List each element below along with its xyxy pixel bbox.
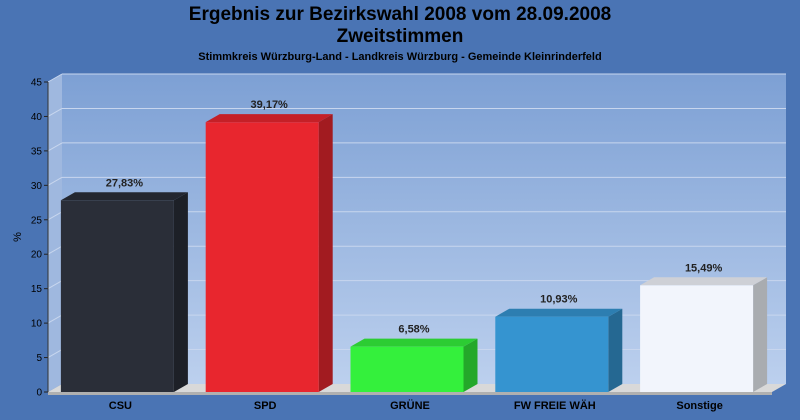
bar-gr-ne xyxy=(350,338,478,392)
y-tick-label: 30 xyxy=(31,181,43,192)
y-tick-label: 10 xyxy=(31,319,43,330)
x-tick-label: Sonstige xyxy=(676,400,722,412)
data-label: 39,17% xyxy=(251,99,289,111)
y-tick-label: 45 xyxy=(31,78,43,89)
y-tick-label: 0 xyxy=(36,388,42,399)
gridline-diagonal xyxy=(47,280,63,290)
bar-side xyxy=(753,277,768,392)
bar-front xyxy=(640,285,754,392)
bar-front xyxy=(205,122,319,392)
gridline-diagonal xyxy=(47,314,63,324)
bar-top xyxy=(205,114,333,123)
bar-front xyxy=(60,200,174,392)
bar-top xyxy=(60,192,188,201)
data-label: 6,58% xyxy=(398,324,429,336)
bar-top xyxy=(640,277,768,286)
plot-side-wall xyxy=(48,74,62,392)
y-tick-label: 5 xyxy=(36,353,42,364)
gridline-diagonal xyxy=(47,176,63,186)
bar-front xyxy=(495,316,609,392)
data-label: 15,49% xyxy=(685,262,723,274)
y-tick-label: 20 xyxy=(31,250,43,261)
bar-spd xyxy=(205,114,333,392)
bar-top xyxy=(495,308,623,317)
data-label: 10,93% xyxy=(540,294,578,306)
bar-side xyxy=(463,338,478,392)
chart-subtitle: Zweitstimmen xyxy=(336,26,464,47)
y-axis-label: % xyxy=(12,232,24,242)
x-tick-label: CSU xyxy=(109,400,132,412)
bar-side xyxy=(173,192,188,392)
y-tick-label: 40 xyxy=(31,112,43,123)
gridline-diagonal xyxy=(47,73,63,83)
bar-side xyxy=(608,308,623,392)
gridline-diagonal xyxy=(47,142,63,152)
bar-fw-freie-w-h xyxy=(495,308,623,392)
chart-title: Ergebnis zur Bezirkswahl 2008 vom 28.09.… xyxy=(188,4,612,25)
chart-titles: Ergebnis zur Bezirkswahl 2008 vom 28.09.… xyxy=(0,0,800,64)
x-tick-label: SPD xyxy=(254,400,277,412)
bar-side xyxy=(318,114,333,392)
bar-front xyxy=(350,346,464,392)
bar-top xyxy=(350,338,478,347)
x-tick-label: GRÜNE xyxy=(390,399,430,412)
gridline-diagonal xyxy=(47,108,63,117)
chart-subtitle-region: Stimmkreis Würzburg-Land - Landkreis Wür… xyxy=(198,51,602,63)
bar-csu xyxy=(60,192,188,392)
gridline-diagonal xyxy=(47,211,63,221)
x-tick-label: FW FREIE WÄH xyxy=(514,399,596,412)
data-label: 27,83% xyxy=(106,177,144,189)
y-tick-label: 35 xyxy=(31,146,43,157)
y-tick-label: 25 xyxy=(31,215,43,226)
bar-sonstige xyxy=(640,277,768,392)
gridline-diagonal xyxy=(47,349,63,358)
gridline-diagonal xyxy=(47,245,63,255)
plot-floor-edge xyxy=(48,392,772,395)
y-tick-label: 15 xyxy=(31,284,43,295)
